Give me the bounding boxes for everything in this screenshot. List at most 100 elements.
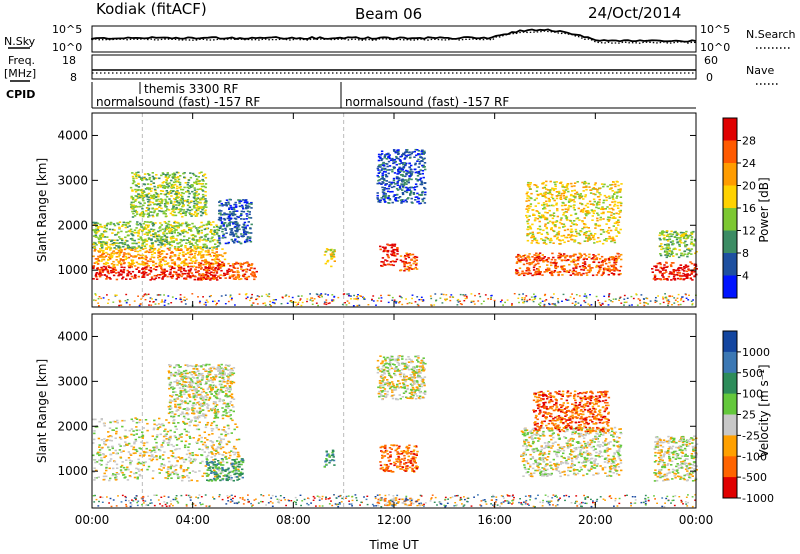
velocity-region — [376, 355, 427, 401]
velBar-tick-label: -100 — [742, 450, 767, 463]
velocity-y-tick-label: 4000 — [57, 329, 88, 343]
velocity-region — [376, 497, 421, 507]
powerBar-swatch — [723, 208, 737, 231]
velocity-scatter — [92, 314, 699, 508]
power-colorbar: 28 24 20 16 12 8 4 — [722, 117, 756, 299]
velBar-tick-label: 100 — [742, 388, 763, 401]
power-colorbar-label: Power [dB] — [757, 177, 771, 242]
nave-tick-top: 60 — [704, 54, 718, 67]
x-tick-label: 00:00 — [75, 513, 110, 527]
velBar-tick-label: -1000 — [742, 492, 774, 505]
velBar-swatch — [723, 435, 737, 457]
power-region — [92, 247, 227, 268]
power-region — [399, 252, 419, 272]
cpid-program-2: themis 3300 RF — [144, 82, 238, 96]
power-y-axis-label: Slant Range [km] — [35, 158, 49, 262]
powerBar-swatch — [723, 185, 737, 209]
powerBar-swatch — [723, 253, 737, 276]
cpid-program-3: normalsound (fast) -157 RF — [345, 95, 509, 109]
velBar-swatch — [723, 456, 737, 478]
velocity-region — [379, 444, 419, 473]
velBar-tick-label: -500 — [742, 471, 767, 484]
x-tick-label: 04:00 — [175, 513, 210, 527]
cpid-program-1: normalsound (fast) -157 RF — [96, 95, 260, 109]
powerBar-swatch — [723, 163, 737, 186]
velocity-region — [653, 435, 699, 482]
power-y-tick-label: 4000 — [57, 128, 88, 142]
velBar-swatch — [723, 372, 737, 395]
velocity-colorbar-label: Velocity [m s⁻¹] — [757, 364, 771, 457]
noise-left-tick-bottom: 10^0 — [52, 41, 82, 54]
power-region — [379, 243, 399, 267]
x-tick-label: 08:00 — [276, 513, 311, 527]
powerBar-tick-label: 4 — [742, 270, 749, 283]
velBar-swatch — [723, 331, 737, 353]
power-scatter — [92, 113, 698, 307]
power-y-axis: 1000 2000 3000 4000 — [57, 128, 696, 277]
freq-label: Freq. — [8, 54, 35, 67]
velBar-swatch — [723, 414, 737, 436]
velBar-tick-label: 25 — [742, 409, 756, 422]
power-region — [658, 230, 698, 259]
powerBar-swatch — [723, 275, 737, 299]
powerBar-swatch — [723, 140, 737, 164]
power-region — [129, 171, 208, 218]
power-region — [651, 261, 698, 281]
power-near-range-scatter — [93, 293, 697, 307]
noise-left-tick-top: 10^5 — [52, 23, 82, 36]
velocity-colorbar: 1000 500 100 25 -25 -100 -500 -1000 — [722, 330, 774, 505]
velBar-swatch — [723, 351, 737, 374]
velocity-region — [92, 417, 241, 482]
power-y-tick-label: 2000 — [57, 218, 88, 232]
velBar-tick-label: 500 — [742, 367, 763, 380]
velocity-region — [532, 390, 611, 433]
power-region — [323, 248, 336, 268]
station-title: Kodiak (fitACF) — [96, 0, 207, 18]
noise-right-tick-top: 10^5 — [700, 23, 730, 36]
velocity-near-range-scatter — [92, 494, 697, 508]
cpid-label: CPID — [6, 88, 35, 101]
velocity-y-axis: 1000 2000 3000 4000 — [57, 329, 696, 478]
powerBar-tick-label: 24 — [742, 157, 756, 170]
velBar-swatch — [723, 393, 737, 415]
freq-tick-top: 18 — [62, 54, 76, 67]
velocity-y-tick-label: 2000 — [57, 419, 88, 433]
powerBar-tick-label: 16 — [742, 202, 756, 215]
x-tick-label: 16:00 — [477, 513, 512, 527]
velocity-y-tick-label: 1000 — [57, 464, 88, 478]
powerBar-tick-label: 12 — [742, 225, 756, 238]
nave-label: Nave — [746, 64, 774, 77]
x-axis-label: Time UT — [368, 538, 419, 552]
velocity-y-axis-label: Slant Range [km] — [35, 359, 49, 463]
velBar-swatch — [723, 477, 737, 499]
freq-panel: Freq. [MHz] 18 8 60 0 Nave — [4, 54, 780, 85]
power-y-tick-label: 3000 — [57, 173, 88, 187]
power-panel: 1000 2000 3000 4000 — [57, 112, 698, 308]
noise-panel: N.Sky 10^5 10^0 10^5 10^0 N.Search — [4, 23, 796, 54]
noise-left-label: N.Sky — [4, 35, 36, 48]
velBar-tick-label: -25 — [742, 429, 760, 442]
velocity-region — [323, 449, 336, 468]
x-tick-label: 20:00 — [578, 513, 613, 527]
power-region — [217, 198, 253, 245]
x-tick-label: 12:00 — [377, 513, 412, 527]
velocity-panel: 1000 2000 3000 4000 — [57, 313, 699, 509]
velBar-tick-label: 1000 — [742, 346, 770, 359]
noise-search-line — [91, 30, 697, 44]
power-region — [92, 220, 221, 250]
velocity-y-tick-label: 3000 — [57, 374, 88, 388]
freq-tick-bottom: 8 — [70, 71, 77, 84]
power-region — [525, 180, 623, 245]
power-region — [514, 252, 623, 277]
powerBar-tick-label: 28 — [742, 135, 756, 148]
velocity-region — [167, 363, 236, 419]
velocity-region — [205, 458, 245, 482]
noise-right-label: N.Search — [746, 28, 796, 41]
noise-sky-line — [91, 28, 697, 43]
power-region — [197, 261, 258, 281]
cpid-panel: CPID normalsound (fast) -157 RF themis 3… — [6, 82, 696, 109]
power-y-tick-label: 1000 — [57, 263, 88, 277]
powerBar-swatch — [723, 118, 737, 141]
powerBar-swatch — [723, 230, 737, 254]
